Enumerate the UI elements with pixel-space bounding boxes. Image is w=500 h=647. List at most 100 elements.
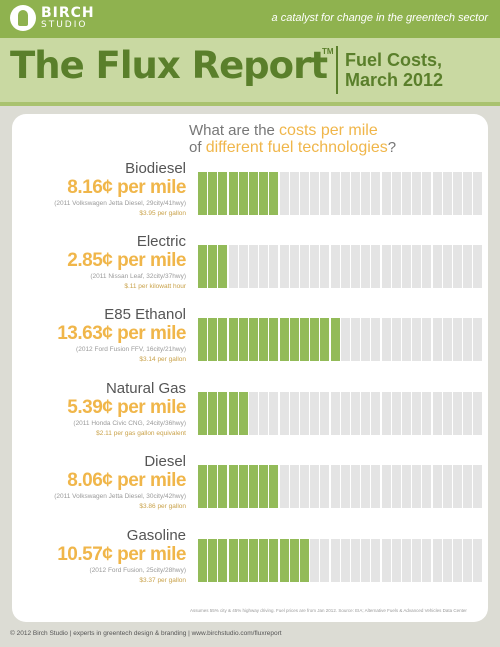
bar-segment-filled — [300, 318, 309, 361]
bar-segment-empty — [320, 392, 330, 435]
bar-segment-filled — [198, 539, 207, 582]
fuel-name: Natural Gas — [105, 380, 186, 397]
bar-segment-empty — [371, 318, 381, 361]
bar-segment-empty — [249, 245, 258, 288]
bar-segment-empty — [310, 539, 320, 582]
bar-segment-empty — [330, 465, 340, 508]
bar-segment-filled — [310, 318, 320, 361]
fuel-name: Biodiesel — [125, 160, 186, 177]
header-divider — [336, 46, 338, 94]
bar-segment-empty — [442, 539, 452, 582]
bar-segment-empty — [371, 392, 381, 435]
question-highlight-1: costs per mile — [279, 122, 378, 139]
bar-segment-filled — [238, 465, 248, 508]
bar-segment-filled — [228, 172, 238, 215]
fuel-label: E85 Ethanol 13.63¢ per mile (2012 Ford Fus… — [12, 306, 186, 365]
bar-segment-empty — [259, 392, 269, 435]
bar-segment-filled — [238, 539, 248, 582]
bar-segment-empty — [371, 172, 381, 215]
bar-segment-filled — [259, 318, 269, 361]
bar-segment-empty — [453, 245, 462, 288]
bar-segment-filled — [238, 172, 248, 215]
bar-segment-empty — [279, 245, 289, 288]
bar-segment-empty — [402, 392, 411, 435]
bar-segment-empty — [320, 465, 330, 508]
question-text-3: ? — [387, 139, 397, 156]
bar-segment-filled — [330, 318, 340, 361]
fuel-price: $.11 per kilowatt hour — [124, 283, 186, 290]
bar-segment-filled — [208, 245, 218, 288]
subtitle-line-2: March 2012 — [345, 70, 444, 90]
fuel-vehicle: (2011 Honda Civic CNG, 24city/36hwy) — [73, 420, 186, 427]
trademark-mark: TM — [322, 47, 334, 56]
birch-studio-logo[interactable]: BIRCH STUDIO — [10, 5, 95, 31]
bar-segment-empty — [330, 392, 340, 435]
bar-segment-empty — [279, 392, 289, 435]
bar-segment-empty — [320, 245, 330, 288]
fuel-label: Biodiesel 8.16¢ per mile (2011 Volkswagen … — [12, 160, 186, 219]
bar-segment-empty — [432, 172, 442, 215]
bar-segment-empty — [473, 465, 483, 508]
bar-segment-empty — [453, 539, 462, 582]
question-text-1: What are the — [189, 122, 280, 139]
bar-segment-filled — [228, 465, 238, 508]
bar-segment-empty — [412, 392, 422, 435]
bar-segment-empty — [351, 172, 360, 215]
brand-name-bottom: STUDIO — [41, 20, 88, 30]
bar-segment-filled — [249, 172, 258, 215]
bar-segment-empty — [289, 465, 299, 508]
report-title: The Flux Report — [10, 44, 328, 87]
bar-segment-filled — [198, 318, 207, 361]
bar-segment-filled — [279, 318, 289, 361]
bar-segment-empty — [402, 318, 411, 361]
fuel-name: Electric — [136, 233, 186, 250]
bar-segment-empty — [391, 392, 401, 435]
fuel-price: $3.37 per gallon — [139, 577, 186, 584]
bar-segment-empty — [351, 245, 360, 288]
bar-segment-empty — [310, 465, 320, 508]
bar-segment-filled — [198, 392, 207, 435]
bar-segment-filled — [249, 465, 258, 508]
bar-segment-filled — [218, 318, 228, 361]
bar-segment-empty — [442, 392, 452, 435]
report-header: The Flux Report TM Fuel Costs, March 201… — [0, 38, 500, 102]
bar-segment-empty — [391, 245, 401, 288]
page-footer: © 2012 Birch Studio | experts in greente… — [10, 630, 282, 637]
bar-segment-empty — [351, 539, 360, 582]
bar-segment-filled — [289, 318, 299, 361]
bar-segment-filled — [289, 539, 299, 582]
bar-segment-empty — [453, 172, 462, 215]
fuel-label: Electric 2.85¢ per mile (2011 Nissan Leaf,… — [12, 233, 186, 292]
bar-segment-empty — [371, 245, 381, 288]
bar-segment-filled — [198, 172, 207, 215]
bar-segment-empty — [463, 392, 473, 435]
bar-segment-filled — [259, 465, 269, 508]
bar-segment-empty — [361, 465, 371, 508]
bar-segment-filled — [198, 465, 207, 508]
bar-segment-empty — [371, 465, 381, 508]
bar-segment-empty — [371, 539, 381, 582]
leaf-icon — [10, 5, 36, 31]
bar-segment-empty — [310, 245, 320, 288]
bar-segment-empty — [473, 318, 483, 361]
bar-segment-empty — [351, 318, 360, 361]
bar-segment-empty — [289, 172, 299, 215]
bar-segment-empty — [473, 539, 483, 582]
bar-segment-empty — [300, 245, 309, 288]
bar-segment-empty — [320, 172, 330, 215]
bar-segment-filled — [218, 465, 228, 508]
bar-segment-empty — [330, 539, 340, 582]
bar-segment-empty — [351, 392, 360, 435]
fuel-name: Gasoline — [126, 527, 186, 544]
bar-segment-empty — [340, 318, 350, 361]
bar-segment-filled — [208, 172, 218, 215]
question-text-2: of — [189, 139, 206, 156]
bar-segment-empty — [361, 392, 371, 435]
bar-segment-empty — [463, 172, 473, 215]
bar-segment-empty — [249, 392, 258, 435]
chart-footnote: Assumes 55% city & 45% highway driving. … — [190, 608, 467, 613]
fuel-label: Gasoline 10.57¢ per mile (2012 Ford Fusion… — [12, 527, 186, 586]
bar-segment-filled — [259, 172, 269, 215]
bar-segment-empty — [300, 172, 309, 215]
bar-segment-empty — [259, 245, 269, 288]
